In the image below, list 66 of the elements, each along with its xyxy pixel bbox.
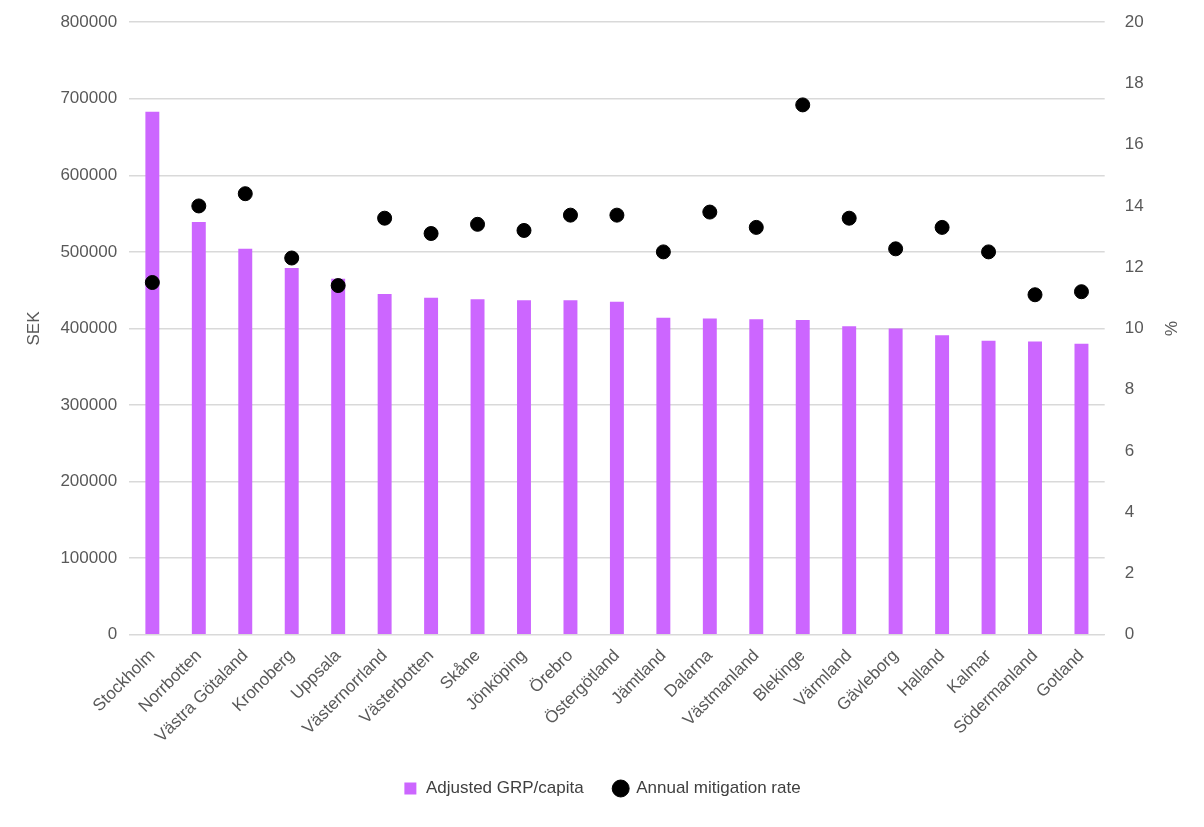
bar (842, 326, 857, 634)
legend-label: Annual mitigation rate (636, 778, 801, 798)
point (655, 244, 671, 260)
point (377, 210, 393, 226)
bar (284, 267, 299, 634)
y2-tick-label: 8 (1124, 379, 1135, 399)
bar (702, 318, 717, 634)
point (423, 226, 439, 242)
bar (1028, 341, 1042, 634)
y-tick-label: 600000 (60, 165, 118, 185)
y2-axis-title: % (1161, 320, 1181, 337)
y2-tick-label: 14 (1124, 195, 1144, 215)
y2-tick-label: 6 (1124, 440, 1135, 460)
point (237, 186, 253, 202)
y2-tick-label: 16 (1124, 134, 1144, 154)
bar (145, 111, 160, 634)
bar (377, 294, 392, 634)
point (562, 207, 578, 223)
y-tick-label: 800000 (60, 11, 118, 31)
point (144, 275, 160, 291)
point (748, 219, 764, 235)
point (934, 219, 950, 235)
bar (424, 297, 439, 634)
bar (191, 222, 206, 634)
y-tick-label: 200000 (60, 471, 118, 491)
point (191, 198, 207, 214)
y2-tick-label: 10 (1124, 318, 1144, 338)
bar (609, 301, 624, 634)
point (284, 250, 300, 266)
bar (795, 320, 810, 634)
bar (517, 300, 531, 634)
legend-label: Adjusted GRP/capita (425, 778, 585, 798)
point (609, 207, 625, 223)
bar (656, 317, 671, 634)
y2-tick-label: 20 (1124, 11, 1144, 31)
y-tick-label: 700000 (60, 88, 118, 108)
bar (331, 278, 346, 634)
bar (981, 340, 996, 634)
point (841, 210, 857, 226)
y-tick-label: 500000 (60, 241, 118, 261)
y-axis-title: SEK (23, 310, 43, 346)
point (516, 222, 532, 238)
point (1073, 284, 1089, 300)
y-tick-label: 0 (107, 624, 118, 644)
bar (563, 300, 578, 634)
point (888, 241, 904, 257)
point (1027, 287, 1043, 303)
y-tick-label: 300000 (60, 394, 118, 414)
point (470, 216, 486, 232)
point (795, 97, 811, 113)
bar (888, 328, 903, 634)
y2-tick-label: 4 (1124, 501, 1135, 521)
y2-tick-label: 0 (1124, 624, 1135, 644)
point (330, 278, 346, 294)
y-tick-label: 100000 (60, 547, 118, 567)
point (702, 204, 718, 220)
y2-tick-label: 2 (1124, 563, 1135, 583)
y2-tick-label: 18 (1124, 73, 1144, 93)
bar (935, 335, 950, 634)
y2-tick-label: 12 (1124, 256, 1144, 276)
bar (238, 248, 253, 634)
bar (1074, 343, 1089, 634)
bar (470, 299, 485, 634)
point (981, 244, 997, 260)
y-tick-label: 400000 (60, 318, 118, 338)
bar (749, 319, 764, 634)
